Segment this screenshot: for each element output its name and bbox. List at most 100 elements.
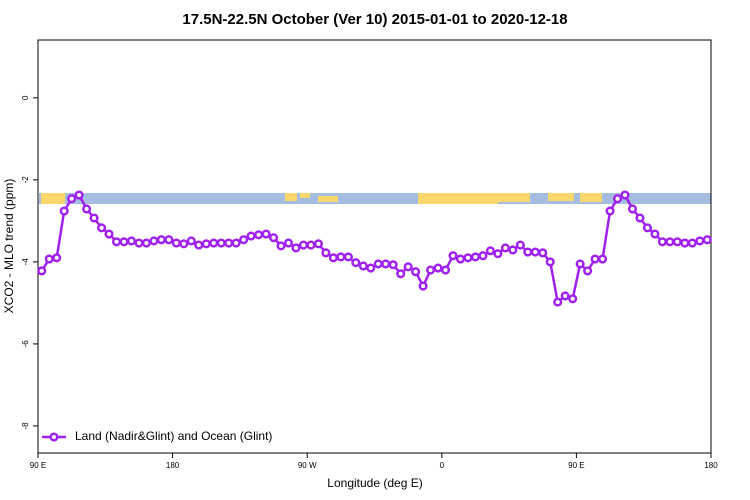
data-point — [194, 240, 204, 250]
data-point — [575, 259, 585, 269]
land-ocean-strip — [39, 193, 711, 204]
y-tick-label: -6 — [21, 340, 30, 348]
data-point — [388, 260, 398, 270]
data-point — [216, 238, 226, 248]
data-point — [493, 249, 503, 259]
data-point — [568, 294, 578, 304]
legend-marker — [49, 432, 59, 442]
data-point — [366, 263, 376, 273]
data-point — [209, 238, 219, 248]
data-point — [179, 239, 189, 249]
data-point — [186, 236, 196, 246]
data-point — [336, 252, 346, 262]
data-point — [620, 190, 630, 200]
data-point — [702, 235, 712, 245]
x-tick-label: 180 — [704, 461, 718, 470]
data-point — [321, 248, 331, 258]
data-point — [440, 265, 451, 275]
data-point — [627, 204, 638, 214]
data-point — [530, 247, 540, 257]
data-point — [695, 236, 705, 246]
data-point — [298, 240, 309, 250]
x-tick-label: 180 — [166, 461, 180, 470]
data-point — [351, 258, 361, 268]
data-point — [119, 237, 129, 247]
data-point — [328, 253, 338, 263]
data-point — [500, 243, 510, 253]
data-point — [470, 252, 481, 262]
data-point — [598, 254, 608, 264]
chart-title: 17.5N-22.5N October (Ver 10) 2015-01-01 … — [182, 11, 567, 28]
data-point — [89, 213, 99, 223]
data-point — [82, 204, 92, 214]
data-point — [508, 245, 518, 255]
data-point — [478, 251, 488, 261]
x-tick-label: 0 — [440, 461, 445, 470]
y-tick-label: -8 — [21, 422, 30, 430]
data-point — [523, 247, 533, 257]
data-point — [104, 229, 114, 239]
data-point — [134, 238, 144, 248]
data-point — [276, 241, 286, 251]
data-point — [560, 291, 570, 301]
data-point — [455, 254, 466, 264]
data-point — [463, 253, 473, 263]
data-point — [239, 235, 249, 245]
data-point — [650, 229, 660, 239]
data-point — [231, 238, 241, 248]
data-point — [538, 248, 548, 258]
data-point — [358, 261, 368, 271]
data-point — [261, 229, 271, 239]
data-point — [642, 223, 652, 233]
data-point — [545, 257, 555, 267]
data-point — [254, 230, 264, 240]
data-point — [111, 237, 122, 247]
data-point — [283, 238, 294, 248]
data-point — [680, 238, 690, 248]
data-point — [590, 254, 600, 264]
data-point — [396, 269, 406, 279]
x-tick-label: 90 E — [30, 461, 46, 470]
data-point — [381, 259, 391, 269]
data-point — [37, 266, 47, 276]
data-point — [269, 233, 279, 243]
data-point — [246, 231, 256, 241]
legend-label: Land (Nadir&Glint) and Ocean (Glint) — [75, 429, 272, 443]
data-point — [171, 238, 181, 248]
data-point — [141, 238, 151, 248]
y-tick-label: -2 — [21, 176, 30, 184]
data-point — [485, 246, 495, 256]
y-axis-label: XCO2 - MLO trend (ppm) — [2, 179, 16, 314]
data-point — [418, 281, 428, 291]
data-point — [343, 252, 353, 262]
data-point — [59, 206, 69, 216]
plot-frame — [37, 39, 712, 454]
data-point — [373, 259, 383, 269]
data-point — [426, 265, 436, 275]
x-tick-label: 90 W — [298, 461, 317, 470]
data-point — [687, 238, 697, 248]
data-point — [97, 223, 107, 233]
data-point — [201, 239, 211, 249]
data-point — [313, 239, 323, 249]
y-tick-label: -4 — [21, 258, 30, 266]
data-point — [52, 253, 62, 263]
data-point — [448, 251, 458, 261]
data-point — [164, 235, 174, 245]
x-tick-label: 90 E — [568, 461, 584, 470]
data-point — [605, 206, 615, 216]
data-point — [126, 236, 137, 246]
data-point — [149, 236, 159, 246]
data-point — [156, 235, 166, 245]
data-point — [515, 240, 525, 250]
data-point — [657, 237, 667, 247]
data-point — [612, 194, 623, 204]
x-axis-label: Longitude (deg E) — [327, 476, 422, 490]
data-point — [672, 237, 682, 247]
data-point — [411, 267, 421, 277]
data-point — [665, 237, 675, 247]
data-point — [67, 194, 77, 204]
data-point — [553, 297, 563, 307]
data-point — [433, 263, 443, 273]
